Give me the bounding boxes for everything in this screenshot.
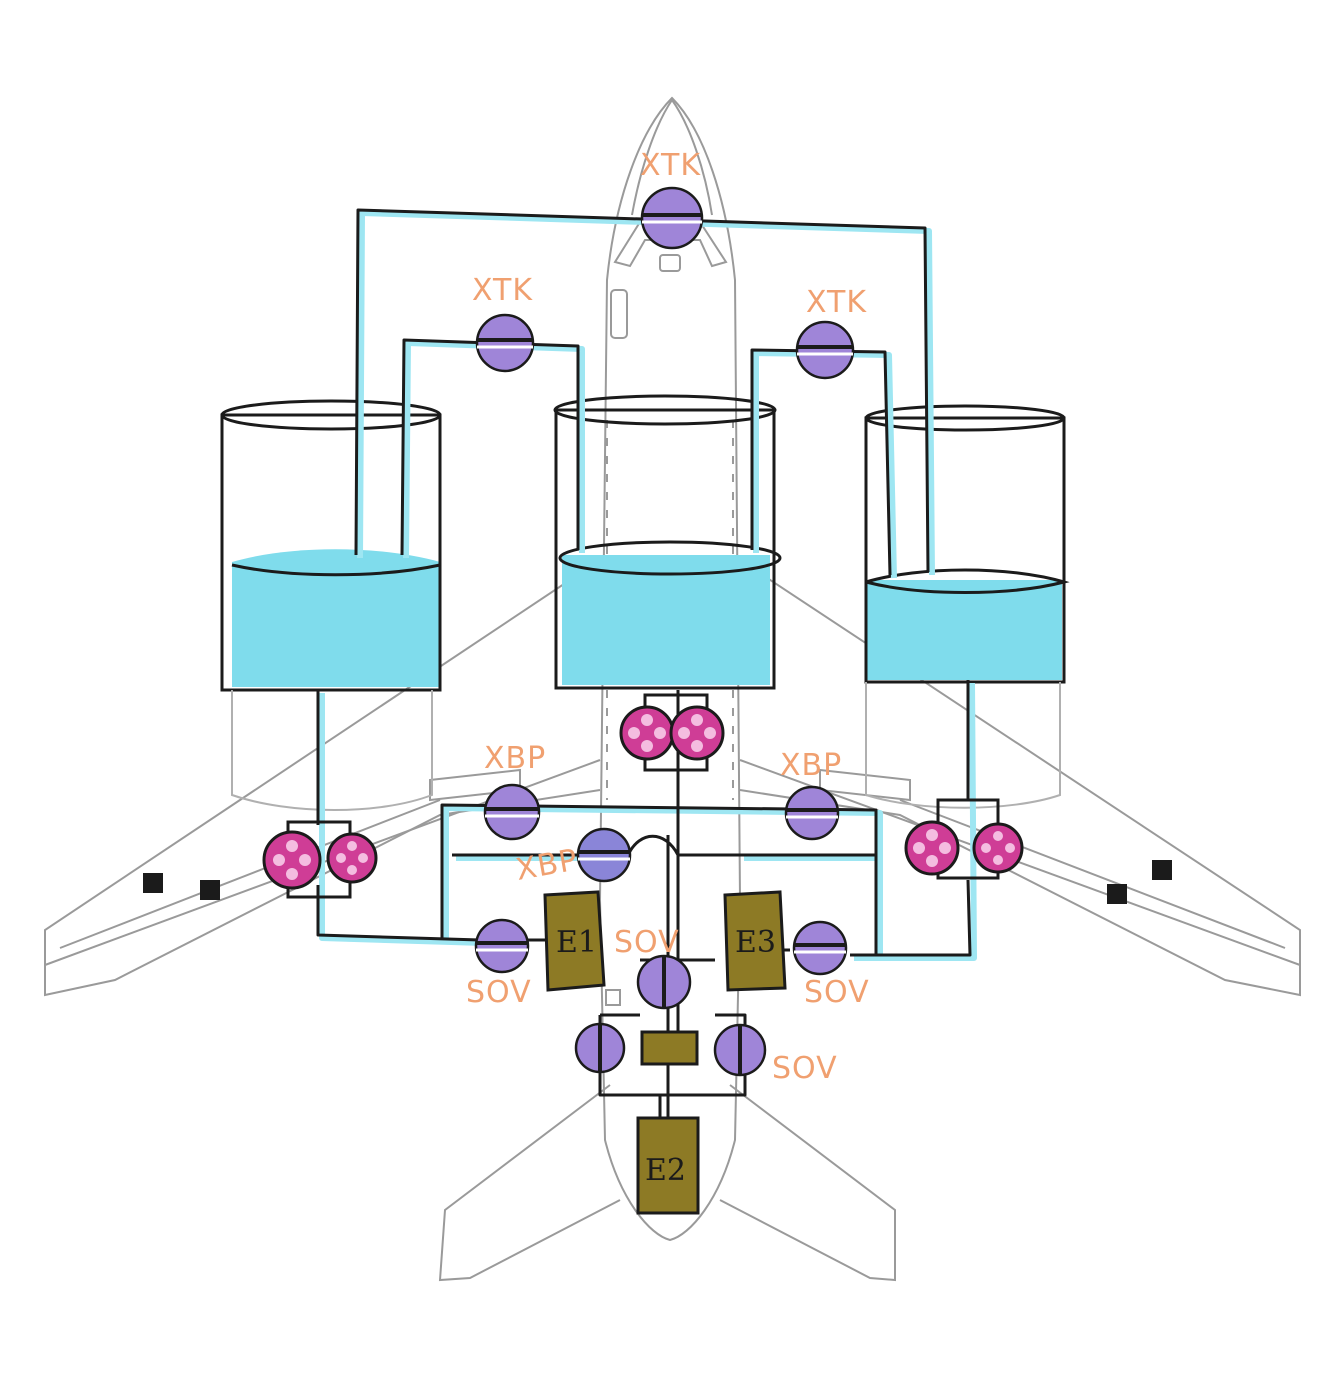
valve-icon	[713, 1023, 767, 1077]
engine-e2-label: E2	[645, 1153, 686, 1188]
engine-e3	[723, 890, 787, 992]
sov-right-label: SOV	[804, 975, 870, 1010]
sov-left-label: SOV	[466, 975, 532, 1010]
engine-e1-label: E1	[556, 925, 597, 960]
sov-lower-right-label: SOV	[772, 1051, 838, 1086]
center-tank-fuel	[562, 555, 770, 685]
engines: E1 E3 E2	[543, 890, 787, 1215]
valve-icon	[576, 827, 632, 883]
valve-icon	[475, 313, 535, 373]
left-tank-fuel	[232, 562, 440, 687]
valve-icon	[636, 954, 692, 1010]
pump-icon	[262, 830, 322, 890]
left-tank	[220, 399, 442, 811]
valve-icon	[474, 918, 530, 974]
xtk-right-label: XTK	[806, 285, 867, 320]
apu-box	[640, 1030, 699, 1066]
valve-icon	[784, 785, 840, 841]
xbp-center-label: XBP	[513, 843, 580, 888]
right-tank-fuel	[866, 580, 1062, 680]
fuel-lines	[316, 208, 977, 1120]
valve-icon	[640, 186, 704, 250]
valve-icon	[792, 920, 848, 976]
valve-icon	[574, 1022, 626, 1074]
xtk-top-label: XTK	[640, 148, 701, 183]
valve-icon	[483, 783, 541, 841]
wing-markers	[143, 860, 1172, 904]
pumps	[262, 693, 1024, 899]
xbp-left-label: XBP	[484, 741, 546, 776]
xbp-right-label: XBP	[780, 748, 842, 783]
engine-e3-label: E3	[735, 925, 776, 960]
pump-icon	[972, 822, 1024, 874]
pump-icon	[904, 820, 960, 876]
valves	[474, 186, 855, 1077]
pump-icon	[619, 705, 675, 761]
engine-e2	[636, 1116, 700, 1215]
labels: XTK XTK XTK XBP XBP XBP SOV SOV SOV SOV	[466, 148, 870, 1086]
valve-icon	[795, 320, 855, 380]
pump-icon	[669, 705, 725, 761]
right-tank	[864, 404, 1070, 809]
pump-icon	[326, 832, 378, 884]
sov-center-label: SOV	[614, 925, 680, 960]
xtk-left-label: XTK	[472, 273, 533, 308]
center-tank	[553, 394, 782, 690]
engine-e1	[543, 890, 606, 992]
